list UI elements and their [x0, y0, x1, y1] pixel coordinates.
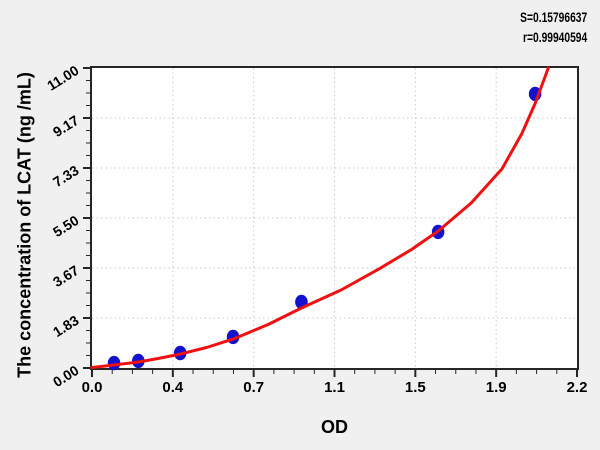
y-tick-label: 11.00: [44, 62, 82, 94]
x-tick-label: 2.2: [567, 379, 588, 396]
x-tick-label: 0.0: [82, 379, 103, 396]
y-tick-label: 9.17: [50, 112, 82, 140]
x-tick-label: 1.1: [324, 379, 345, 396]
fitted-curve: [90, 66, 550, 369]
x-tick-label: 1.9: [486, 379, 507, 396]
y-tick-label: 5.50: [50, 212, 82, 240]
x-tick-label: 0.7: [243, 379, 264, 396]
y-tick-label: 7.33: [50, 162, 82, 190]
fit-statistics: S=0.15796637 r=0.99940594: [499, 8, 587, 48]
x-tick-label: 1.5: [405, 379, 426, 396]
y-tick-label: 1.83: [50, 312, 82, 340]
y-tick-label: 0.00: [50, 362, 82, 390]
r-value-label: r=0.99940594: [522, 30, 587, 45]
y-tick-label: 3.67: [50, 262, 82, 290]
x-tick-label: 0.4: [162, 379, 184, 396]
x-axis-title: OD: [321, 417, 348, 437]
s-value-label: S=0.15796637: [519, 10, 587, 25]
